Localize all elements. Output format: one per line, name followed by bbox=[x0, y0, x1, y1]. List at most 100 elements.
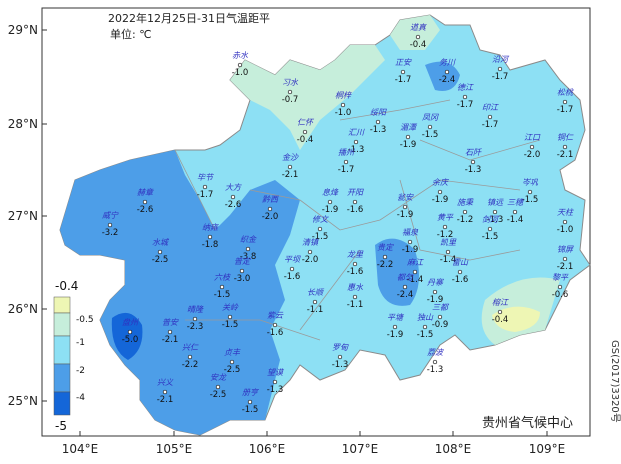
station: 龙里 -1.6 bbox=[347, 250, 364, 277]
station-dot bbox=[422, 324, 428, 330]
station: 黎平 -0.6 bbox=[552, 273, 569, 300]
station-dot bbox=[402, 284, 408, 290]
station-value: -1.7 bbox=[338, 165, 355, 175]
station-dot bbox=[432, 289, 438, 295]
station-dot bbox=[400, 69, 406, 75]
station-dot bbox=[167, 329, 173, 335]
station-value: -1.2 bbox=[437, 230, 454, 240]
station-value: -1.7 bbox=[482, 120, 499, 130]
station-name: 荔波 bbox=[427, 348, 445, 357]
station: 盘州 -5.0 bbox=[122, 318, 139, 345]
station: 雷山 -1.6 bbox=[452, 258, 469, 285]
station: 余庆 -1.9 bbox=[432, 178, 450, 205]
station: 毕节 -1.7 bbox=[197, 173, 215, 200]
station-name: 剑河 bbox=[482, 215, 500, 224]
station: 习水 -0.7 bbox=[282, 78, 299, 105]
station: 桐梓 -1.0 bbox=[335, 91, 352, 118]
station-value: -2.5 bbox=[210, 390, 227, 400]
station-name: 湄潭 bbox=[400, 123, 418, 132]
station: 黄平 -1.2 bbox=[437, 213, 454, 240]
station: 施秉 -1.2 bbox=[457, 198, 474, 225]
station-value: -1.3 bbox=[465, 165, 482, 175]
station-name: 兴义 bbox=[157, 378, 174, 387]
station: 都匀 -2.4 bbox=[397, 273, 414, 300]
station-value: -0.7 bbox=[282, 95, 299, 105]
station-name: 松桃 bbox=[557, 88, 574, 97]
station-name: 岑巩 bbox=[522, 178, 539, 187]
station-value: -1.7 bbox=[197, 190, 214, 200]
station-dot bbox=[415, 34, 421, 40]
station-dot bbox=[352, 261, 358, 267]
station-name: 印江 bbox=[482, 103, 499, 112]
station: 沿河 -1.7 bbox=[492, 55, 510, 82]
lat-tick-label: 26°N bbox=[8, 302, 38, 316]
station: 六枝 -1.5 bbox=[214, 273, 231, 300]
station: 清镇 -2.0 bbox=[302, 238, 319, 265]
station-dot bbox=[497, 309, 503, 315]
station-name: 榕江 bbox=[492, 298, 509, 307]
station: 三都 -0.9 bbox=[432, 303, 450, 330]
station-name: 贞丰 bbox=[224, 348, 241, 357]
station-name: 威宁 bbox=[102, 211, 119, 220]
station-name: 修文 bbox=[312, 215, 329, 224]
station-name: 都匀 bbox=[397, 273, 414, 282]
station-value: -2.1 bbox=[282, 170, 299, 180]
station-name: 关岭 bbox=[222, 303, 239, 312]
station: 天柱 -1.0 bbox=[557, 208, 574, 235]
station-name: 丹寨 bbox=[427, 278, 444, 287]
station-name: 石阡 bbox=[465, 148, 482, 157]
station-value: -2.4 bbox=[397, 290, 414, 300]
station-dot bbox=[405, 134, 411, 140]
station-value: -2.1 bbox=[162, 335, 179, 345]
station-dot bbox=[445, 249, 451, 255]
station-dot bbox=[562, 219, 568, 225]
station-dot bbox=[307, 249, 313, 255]
station-value: -1.7 bbox=[395, 75, 412, 85]
station-value: -0.9 bbox=[432, 320, 449, 330]
station-dot bbox=[562, 144, 568, 150]
station-value: -1.5 bbox=[482, 232, 499, 242]
station-dot bbox=[470, 159, 476, 165]
station: 播州 -1.7 bbox=[338, 148, 355, 175]
station-dot bbox=[457, 269, 463, 275]
station-name: 汇川 bbox=[348, 128, 365, 137]
station-value: -3.0 bbox=[234, 274, 251, 284]
station: 锦屏 -2.1 bbox=[557, 245, 574, 272]
station-dot bbox=[375, 119, 381, 125]
station-value: -1.6 bbox=[267, 328, 284, 338]
station-name: 黎平 bbox=[552, 273, 569, 282]
station-dot bbox=[427, 124, 433, 130]
station-value: -5.0 bbox=[122, 335, 139, 345]
station-value: -2.2 bbox=[182, 360, 199, 370]
station-value: -1.4 bbox=[407, 275, 424, 285]
station-name: 独山 bbox=[417, 313, 434, 322]
station-value: -0.4 bbox=[492, 315, 509, 325]
station-name: 开阳 bbox=[347, 188, 364, 197]
station-name: 罗甸 bbox=[332, 343, 349, 352]
lon-tick-label: 109°E bbox=[529, 442, 566, 456]
station-dot bbox=[444, 69, 450, 75]
lon-tick-label: 107°E bbox=[342, 442, 379, 456]
station-name: 兴仁 bbox=[182, 343, 199, 352]
lat-tick-label: 25°N bbox=[8, 394, 38, 408]
legend-swatch bbox=[53, 391, 71, 416]
station: 兴仁 -2.2 bbox=[182, 343, 199, 370]
station: 荔波 -1.3 bbox=[427, 348, 445, 375]
station-dot bbox=[407, 239, 413, 245]
station-name: 赤水 bbox=[232, 51, 249, 60]
station-dot bbox=[327, 199, 333, 205]
station-value: -1.9 bbox=[402, 245, 419, 255]
station-value: -1.3 bbox=[267, 385, 284, 395]
station: 铜仁 -2.1 bbox=[557, 133, 574, 160]
station-name: 凯里 bbox=[440, 238, 457, 247]
station: 修文 -1.5 bbox=[312, 215, 329, 242]
lon-tick-label: 106°E bbox=[249, 442, 286, 456]
station-value: -1.9 bbox=[322, 205, 339, 215]
station: 织金 -3.8 bbox=[240, 235, 257, 262]
station: 金沙 -2.1 bbox=[282, 153, 299, 180]
station-name: 惠水 bbox=[347, 283, 364, 292]
station-value: -1.7 bbox=[557, 105, 574, 115]
legend-swatch bbox=[53, 363, 71, 393]
station-value: -2.1 bbox=[157, 395, 174, 405]
